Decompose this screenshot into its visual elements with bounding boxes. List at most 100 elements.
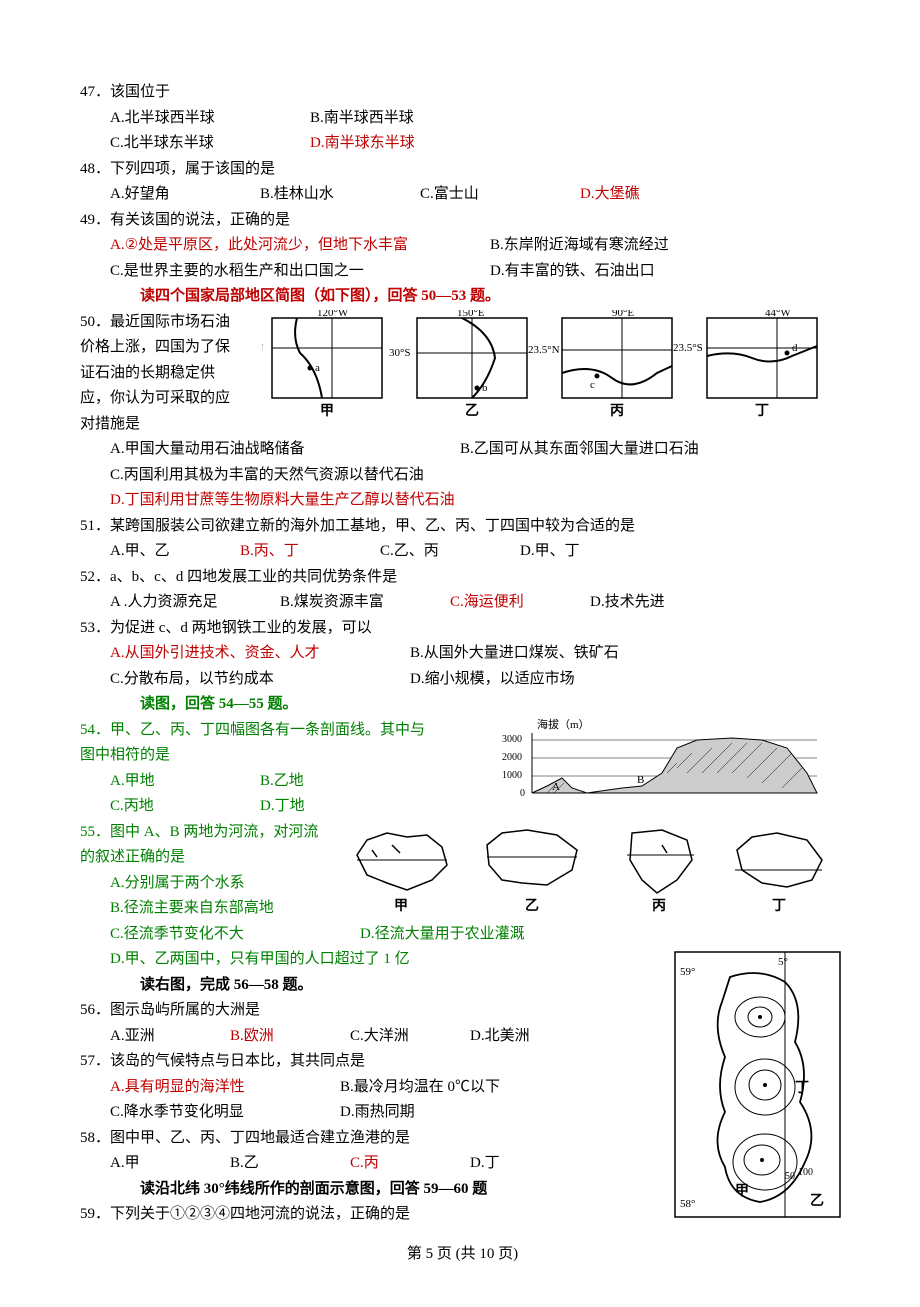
q50-num: 50． <box>80 310 110 336</box>
q49-row1: A.②处是平原区，此处河流少，但地下水丰富 B.东岸附近海域有寒流经过 <box>80 233 845 259</box>
q52-stem: a、b、c、d 四地发展工业的共同优势条件是 <box>110 565 397 591</box>
q58-stem: 图中甲、乙、丙、丁四地最适合建立渔港的是 <box>110 1126 410 1152</box>
svg-text:2000: 2000 <box>502 752 522 763</box>
instr-54-55: 读图，回答 54—55 题。 <box>80 692 845 718</box>
q57-B: B.最冷月均温在 0℃以下 <box>340 1075 500 1101</box>
svg-text:58°: 58° <box>680 1198 695 1210</box>
q48-D: D.大堡礁 <box>580 182 640 208</box>
svg-text:1000: 1000 <box>502 770 522 781</box>
svg-text:150°E: 150°E <box>457 310 485 319</box>
q54-D: D.丁地 <box>260 794 305 820</box>
q57-stem: 该岛的气候特点与日本比，其共同点是 <box>110 1049 365 1075</box>
q54-block: 54．甲、乙、丙、丁四幅图各有一条剖面线。其中与 图中相符的是 A.甲地 B.乙… <box>80 718 845 820</box>
q53-row2: C.分散布局，以节约成本 D.缩小规模，以适应市场 <box>80 667 845 693</box>
q50-A: A.甲国大量动用石油战略储备 <box>110 437 460 463</box>
q56-C: C.大洋洲 <box>350 1024 470 1050</box>
q48: 48． 下列四项，属于该国的是 <box>80 157 845 183</box>
q54-s2: 图中相符的是 <box>80 743 480 769</box>
svg-text:丁: 丁 <box>795 1081 809 1096</box>
q47-opts-row2: C.北半球东半球 D.南半球东半球 <box>80 131 845 157</box>
q50-B: B.乙国可从其东面邻国大量进口石油 <box>460 437 699 463</box>
q52: 52． a、b、c、d 四地发展工业的共同优势条件是 <box>80 565 845 591</box>
instr-59-60: 读沿北纬 30°纬线所作的剖面示意图，回答 59—60 题 <box>80 1177 658 1203</box>
svg-text:甲: 甲 <box>320 403 334 419</box>
svg-text:0: 0 <box>520 788 525 799</box>
q55-B: B.径流主要来自东部高地 <box>80 896 330 922</box>
svg-text:30°S: 30°S <box>389 347 411 359</box>
q50-block: 50．最近国际市场石油 价格上涨，四国为了保 证石油的长期稳定供 应，你认为可采… <box>80 310 845 438</box>
q53-D: D.缩小规模，以适应市场 <box>410 667 575 693</box>
svg-text:100: 100 <box>798 1167 813 1178</box>
profile-chart: 海拔（m） 3000 2000 1000 0 <box>492 718 822 813</box>
svg-text:59°: 59° <box>680 966 695 978</box>
q47-C: C.北半球东半球 <box>110 131 310 157</box>
q47-num: 47． <box>80 80 110 106</box>
q55-row-cd: C.径流季节变化不大 D.径流大量用于农业灌溉 <box>80 922 845 948</box>
island-row: D.甲、乙两国中，只有甲国的人口超过了 1 亿 读右图，完成 56—58 题。 … <box>80 947 845 1228</box>
q56-stem: 图示岛屿所属的大洲是 <box>110 998 260 1024</box>
q48-num: 48． <box>80 157 110 183</box>
instr-50-53: 读四个国家局部地区简图（如下图），回答 50—53 题。 <box>80 284 845 310</box>
q56-B: B.欧洲 <box>230 1024 350 1050</box>
q54-B: B.乙地 <box>260 769 304 795</box>
q54-A: A.甲地 <box>110 769 260 795</box>
q58-A: A.甲 <box>110 1151 230 1177</box>
svg-text:丙: 丙 <box>652 898 666 914</box>
q51-num: 51． <box>80 514 110 540</box>
q58-B: B.乙 <box>230 1151 350 1177</box>
q53-stem: 为促进 c、d 两地钢铁工业的发展，可以 <box>110 616 372 642</box>
q56-D: D.北美洲 <box>470 1024 530 1050</box>
q53: 53． 为促进 c、d 两地钢铁工业的发展，可以 <box>80 616 845 642</box>
q49-A: A.②处是平原区，此处河流少，但地下水丰富 <box>110 233 490 259</box>
q55-D: D.径流大量用于农业灌溉 <box>360 922 525 948</box>
q50-s1: 最近国际市场石油 <box>110 310 230 336</box>
q47-opts-row1: A.北半球西半球 B.南半球西半球 <box>80 106 845 132</box>
q50-s5: 对措施是 <box>80 412 250 438</box>
q47-stem: 该国位于 <box>110 80 170 106</box>
q50-s2: 价格上涨，四国为了保 <box>80 335 250 361</box>
q47-A: A.北半球西半球 <box>110 106 310 132</box>
svg-text:丙: 丙 <box>610 403 624 419</box>
q52-B: B.煤炭资源丰富 <box>280 590 450 616</box>
svg-text:甲: 甲 <box>394 898 408 914</box>
q53-C: C.分散布局，以节约成本 <box>110 667 410 693</box>
svg-text:23.5°S: 23.5°S <box>673 342 703 354</box>
instr-56-58: 读右图，完成 56—58 题。 <box>80 973 658 999</box>
q52-C: C.海运便利 <box>450 590 590 616</box>
q54-num: 54． <box>80 722 110 738</box>
svg-text:3000: 3000 <box>502 734 522 745</box>
q49-stem: 有关该国的说法，正确的是 <box>110 208 290 234</box>
q49-row2: C.是世界主要的水稻生产和出口国之一 D.有丰富的铁、石油出口 <box>80 259 845 285</box>
q48-stem: 下列四项，属于该国的是 <box>110 157 275 183</box>
page-footer: 第 5 页 (共 10 页) <box>80 1242 845 1268</box>
q49-D: D.有丰富的铁、石油出口 <box>490 259 655 285</box>
q51-C: C.乙、丙 <box>380 539 520 565</box>
q49-C: C.是世界主要的水稻生产和出口国之一 <box>110 259 490 285</box>
svg-text:B: B <box>637 774 644 786</box>
q56-A: A.亚洲 <box>110 1024 230 1050</box>
q48-A: A.好望角 <box>110 182 260 208</box>
q49-B: B.东岸附近海域有寒流经过 <box>490 233 669 259</box>
q51-stem: 某跨国服装公司欲建立新的海外加工基地，甲、乙、丙、丁四国中较为合适的是 <box>110 514 635 540</box>
q50-s3: 证石油的长期稳定供 <box>80 361 250 387</box>
q52-num: 52． <box>80 565 110 591</box>
svg-text:a: a <box>315 362 320 374</box>
q59-stem: 下列关于①②③④四地河流的说法，正确的是 <box>110 1202 410 1228</box>
island-figure: 5° 59° 58° 丁 甲 乙 50 100 <box>670 947 845 1222</box>
svg-text:乙: 乙 <box>465 403 479 419</box>
q50-row1: A.甲国大量动用石油战略储备 B.乙国可从其东面邻国大量进口石油 <box>80 437 845 463</box>
q48-opts: A.好望角 B.桂林山水 C.富士山 D.大堡礁 <box>80 182 845 208</box>
q57-C: C.降水季节变化明显 <box>110 1100 340 1126</box>
q58-C: C.丙 <box>350 1151 470 1177</box>
q54-C: C.丙地 <box>110 794 260 820</box>
svg-text:乙: 乙 <box>525 898 539 914</box>
q55-s1: 图中 A、B 两地为河流，对河流 <box>110 824 318 840</box>
q53-num: 53． <box>80 616 110 642</box>
q55-block: 55．图中 A、B 两地为河流，对河流 的叙述正确的是 A.分别属于两个水系 B… <box>80 820 845 922</box>
svg-text:44°W: 44°W <box>765 310 791 319</box>
q50-C: C.丙国利用其极为丰富的天然气资源以替代石油 <box>80 463 845 489</box>
q47-D: D.南半球东半球 <box>310 131 415 157</box>
q48-C: C.富士山 <box>420 182 580 208</box>
svg-text:40°N: 40°N <box>262 342 263 354</box>
q55-E: D.甲、乙两国中，只有甲国的人口超过了 1 亿 <box>80 947 658 973</box>
